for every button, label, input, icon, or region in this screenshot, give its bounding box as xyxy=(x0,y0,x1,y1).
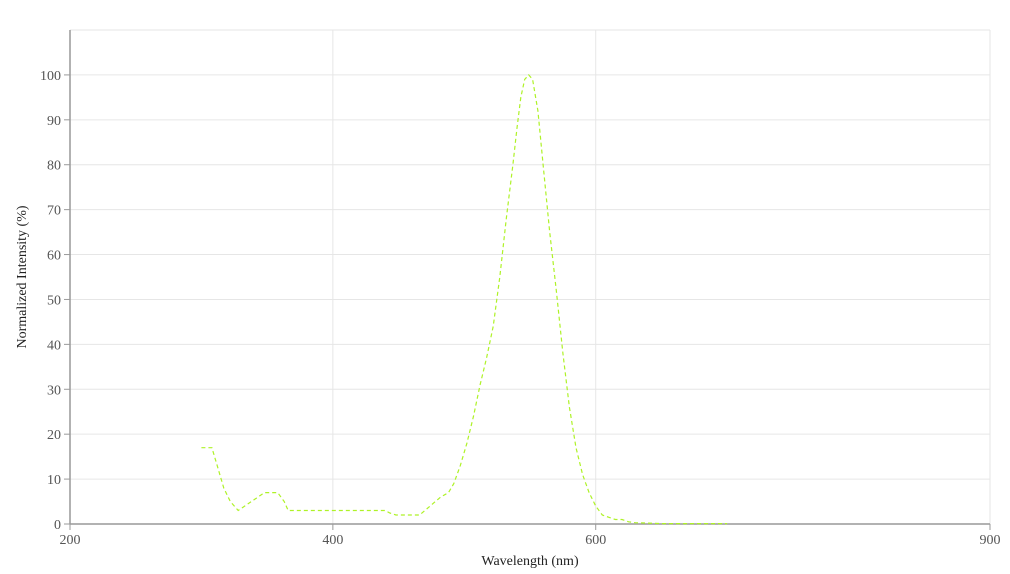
y-tick-label: 50 xyxy=(47,293,61,308)
x-axis-title: Wavelength (nm) xyxy=(481,554,579,569)
y-tick-label: 70 xyxy=(47,204,61,219)
x-tick-label: 600 xyxy=(585,533,606,548)
series-line-0 xyxy=(201,73,728,525)
grid xyxy=(70,29,991,524)
y-tick-label: 10 xyxy=(47,473,61,488)
y-tick-label: 80 xyxy=(47,159,61,174)
y-tick-label: 40 xyxy=(47,338,61,353)
series xyxy=(201,73,728,525)
axes xyxy=(69,30,990,525)
x-tick-label: 900 xyxy=(980,533,1001,548)
y-tick-label: 90 xyxy=(47,114,61,129)
x-ticks: 200 400 600 900 xyxy=(60,524,1001,548)
y-tick-label: 60 xyxy=(47,249,61,264)
y-tick-label: 0 xyxy=(54,518,61,533)
y-tick-label: 100 xyxy=(40,69,61,84)
x-tick-label: 400 xyxy=(322,533,343,548)
y-tick-label: 30 xyxy=(47,383,61,398)
y-axis-title: Normalized Intensity (%) xyxy=(15,205,30,348)
y-ticks: 0 10 20 30 40 50 60 70 80 90 100 xyxy=(40,69,70,533)
y-tick-label: 20 xyxy=(47,428,61,443)
x-tick-label: 200 xyxy=(60,533,81,548)
